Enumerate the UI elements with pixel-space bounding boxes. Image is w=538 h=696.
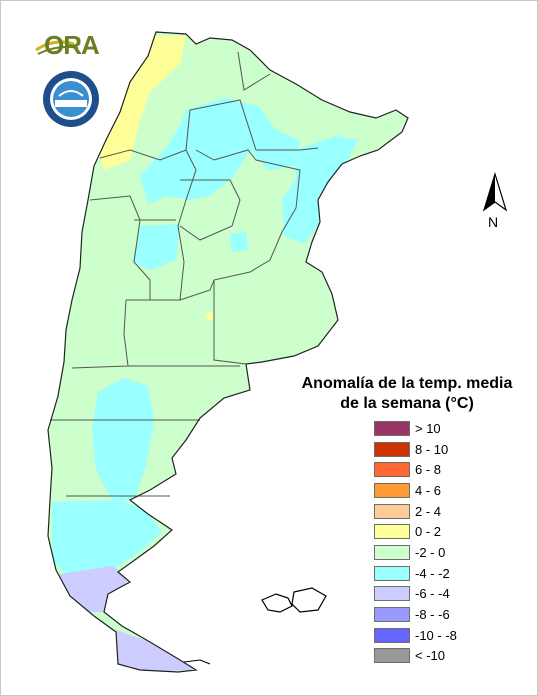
- legend-label: 2 - 4: [415, 503, 442, 519]
- legend-swatch: [374, 607, 410, 623]
- legend-label: 0 - 2: [415, 524, 442, 540]
- legend-swatch: [374, 627, 410, 643]
- legend-swatch: [374, 420, 410, 436]
- north-label: N: [488, 214, 499, 230]
- legend-label: 6 - 8: [415, 462, 442, 478]
- north-arrow-icon: [482, 172, 508, 212]
- legend: > 10 8 - 10 6 - 8 4 - 6 2 - 4 0 - 2 -2 -…: [374, 418, 457, 666]
- legend-item: 2 - 4: [374, 501, 457, 522]
- legend-swatch: [374, 565, 410, 581]
- legend-swatch: [374, 482, 410, 498]
- legend-swatch: [374, 648, 410, 664]
- legend-title-line-2: de la semana (°C): [340, 395, 474, 412]
- legend-item: -10 - -8: [374, 625, 457, 646]
- legend-item: < -10: [374, 646, 457, 667]
- legend-label: < -10: [415, 648, 445, 664]
- legend-item: 4 - 6: [374, 480, 457, 501]
- legend-item: -6 - -4: [374, 584, 457, 605]
- ora-logo-text: ORA: [44, 30, 100, 60]
- legend-label: 4 - 6: [415, 482, 442, 498]
- legend-item: 6 - 8: [374, 459, 457, 480]
- legend-swatch: [374, 462, 410, 478]
- ora-logo: [35, 40, 79, 55]
- legend-item: 0 - 2: [374, 521, 457, 542]
- legend-label: > 10: [415, 420, 441, 436]
- legend-label: -8 - -6: [415, 607, 450, 623]
- legend-item: 8 - 10: [374, 439, 457, 460]
- legend-item: -8 - -6: [374, 604, 457, 625]
- legend-swatch: [374, 586, 410, 602]
- legend-item: -4 - -2: [374, 563, 457, 584]
- smn-seal-logo: [43, 71, 99, 127]
- legend-swatch: [374, 503, 410, 519]
- legend-swatch: [374, 524, 410, 540]
- legend-swatch: [374, 544, 410, 560]
- legend-item: -2 - 0: [374, 542, 457, 563]
- legend-label: -4 - -2: [415, 565, 450, 581]
- legend-label: -6 - -4: [415, 586, 450, 602]
- legend-item: > 10: [374, 418, 457, 439]
- legend-label: -10 - -8: [415, 627, 457, 643]
- legend-label: 8 - 10: [415, 441, 449, 457]
- legend-title: Anomalía de la temp. media de la semana …: [290, 374, 524, 414]
- legend-swatch: [374, 441, 410, 457]
- legend-title-line-1: Anomalía de la temp. media: [301, 375, 513, 392]
- legend-label: -2 - 0: [415, 544, 446, 560]
